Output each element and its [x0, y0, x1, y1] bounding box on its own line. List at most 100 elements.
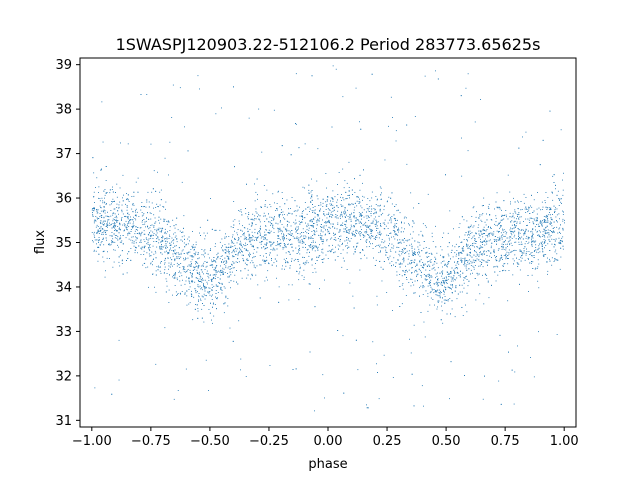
data-point: [513, 227, 515, 229]
data-point: [253, 219, 255, 221]
data-point: [486, 255, 488, 256]
data-point: [133, 216, 134, 218]
data-point: [535, 217, 537, 219]
data-point: [226, 247, 228, 249]
data-point: [525, 254, 527, 256]
data-point: [233, 86, 234, 88]
data-point: [293, 210, 295, 212]
data-point: [543, 222, 545, 223]
data-point: [480, 241, 482, 242]
data-point: [191, 281, 193, 283]
data-point: [475, 260, 477, 261]
data-point: [358, 222, 360, 224]
data-point: [218, 270, 219, 272]
data-point: [289, 265, 291, 267]
data-point: [102, 256, 104, 258]
data-point: [427, 266, 428, 267]
data-point: [329, 250, 331, 252]
data-point: [513, 250, 514, 252]
data-point: [264, 248, 266, 250]
data-point: [299, 242, 301, 244]
data-point: [496, 230, 498, 232]
data-point: [283, 226, 285, 228]
data-point: [254, 183, 255, 185]
data-point: [233, 224, 235, 226]
data-point: [394, 223, 396, 225]
data-point: [470, 269, 472, 271]
data-point: [197, 291, 198, 293]
data-point: [303, 238, 305, 240]
data-point: [147, 226, 149, 228]
data-point: [182, 269, 184, 271]
data-point: [204, 295, 206, 296]
data-point: [383, 228, 385, 230]
data-point: [531, 232, 533, 234]
data-point: [346, 237, 347, 238]
data-point: [145, 237, 147, 239]
data-point: [505, 210, 507, 211]
data-point: [538, 245, 540, 247]
data-point: [290, 233, 292, 235]
data-point: [185, 271, 187, 272]
data-point: [96, 209, 97, 211]
data-point: [523, 229, 524, 231]
data-point: [353, 212, 355, 214]
data-point: [103, 211, 104, 213]
data-point: [284, 218, 286, 220]
data-point: [508, 237, 510, 239]
data-point: [394, 231, 395, 233]
data-point: [298, 241, 300, 243]
data-point: [141, 248, 143, 250]
data-point: [203, 232, 205, 234]
data-point: [413, 324, 415, 326]
data-point: [189, 255, 191, 257]
data-point: [335, 68, 337, 70]
data-point: [102, 202, 104, 204]
data-point: [181, 291, 183, 292]
data-point: [102, 224, 104, 225]
data-point: [409, 263, 411, 265]
data-point: [501, 246, 502, 248]
data-point: [197, 308, 199, 309]
data-point: [167, 231, 168, 233]
data-point: [442, 281, 444, 283]
data-point: [291, 260, 292, 262]
data-point: [505, 233, 507, 235]
data-point: [96, 239, 98, 241]
data-point: [361, 229, 362, 230]
data-point: [474, 261, 475, 263]
data-point: [153, 225, 155, 226]
data-point: [213, 259, 214, 261]
data-point: [411, 245, 413, 247]
data-point: [156, 228, 158, 230]
data-point: [507, 258, 508, 259]
data-point: [366, 404, 367, 406]
data-point: [265, 260, 267, 262]
data-point: [121, 218, 122, 220]
data-point: [480, 99, 481, 100]
data-point: [230, 268, 232, 269]
data-point: [552, 199, 554, 201]
data-point: [466, 279, 468, 280]
data-point: [259, 255, 261, 256]
data-point: [195, 261, 197, 263]
data-point: [471, 232, 473, 234]
data-point: [119, 265, 121, 267]
data-point: [212, 274, 214, 276]
data-point: [310, 237, 311, 239]
data-point: [320, 238, 322, 240]
data-point: [343, 199, 345, 201]
data-point: [250, 278, 252, 280]
data-point: [326, 217, 328, 219]
data-point: [503, 236, 505, 237]
data-point: [140, 247, 142, 249]
data-point: [348, 194, 350, 196]
data-point: [553, 205, 555, 207]
data-point: [331, 203, 332, 205]
data-point: [248, 254, 250, 256]
data-point: [474, 239, 476, 241]
data-point: [180, 272, 182, 274]
data-point: [276, 248, 278, 250]
data-point: [102, 200, 104, 202]
data-point: [535, 249, 537, 251]
